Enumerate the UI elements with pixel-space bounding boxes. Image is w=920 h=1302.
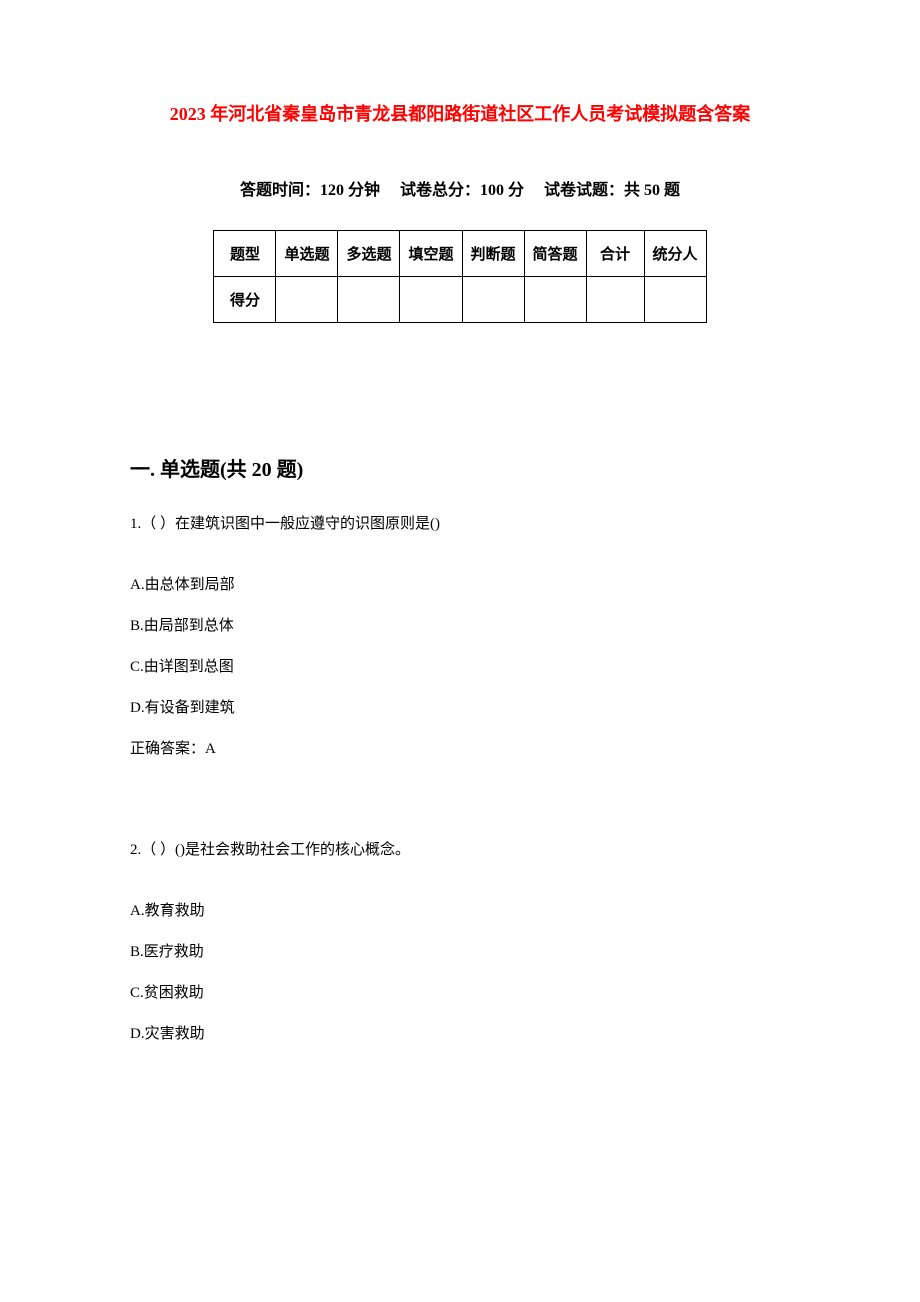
table-cell bbox=[524, 277, 586, 323]
question-1-answer: 正确答案：A bbox=[130, 737, 790, 758]
question-1-option-b: B.由局部到总体 bbox=[130, 614, 790, 635]
table-cell bbox=[276, 277, 338, 323]
table-header-scorer: 统分人 bbox=[644, 231, 706, 277]
table-header-single: 单选题 bbox=[276, 231, 338, 277]
question-1-option-d: D.有设备到建筑 bbox=[130, 696, 790, 717]
question-2-option-d: D.灾害救助 bbox=[130, 1022, 790, 1043]
exam-info-line: 答题时间：120 分钟 试卷总分：100 分 试卷试题：共 50 题 bbox=[130, 176, 790, 200]
question-1-option-c: C.由详图到总图 bbox=[130, 655, 790, 676]
table-cell bbox=[462, 277, 524, 323]
table-row: 得分 bbox=[214, 277, 706, 323]
table-row: 题型 单选题 多选题 填空题 判断题 简答题 合计 统分人 bbox=[214, 231, 706, 277]
table-header-judge: 判断题 bbox=[462, 231, 524, 277]
section-heading: 一. 单选题(共 20 题) bbox=[130, 453, 790, 482]
table-header-multi: 多选题 bbox=[338, 231, 400, 277]
question-1-text: 1.（ ）在建筑识图中一般应遵守的识图原则是() bbox=[130, 512, 790, 533]
table-header-type: 题型 bbox=[214, 231, 276, 277]
count-value: 共 50 题 bbox=[624, 182, 680, 199]
document-title: 2023 年河北省秦皇岛市青龙县都阳路街道社区工作人员考试模拟题含答案 bbox=[130, 100, 790, 126]
table-header-fill: 填空题 bbox=[400, 231, 462, 277]
table-cell bbox=[338, 277, 400, 323]
question-1-option-a: A.由总体到局部 bbox=[130, 573, 790, 594]
table-score-label: 得分 bbox=[214, 277, 276, 323]
question-2-option-b: B.医疗救助 bbox=[130, 940, 790, 961]
score-table: 题型 单选题 多选题 填空题 判断题 简答题 合计 统分人 得分 bbox=[213, 230, 706, 323]
time-value: 120 分钟 bbox=[320, 182, 380, 199]
question-2-text: 2.（ ）()是社会救助社会工作的核心概念。 bbox=[130, 838, 790, 859]
table-header-total: 合计 bbox=[586, 231, 644, 277]
total-label: 试卷总分： bbox=[400, 182, 480, 199]
time-label: 答题时间： bbox=[240, 182, 320, 199]
table-cell bbox=[644, 277, 706, 323]
table-cell bbox=[586, 277, 644, 323]
count-label: 试卷试题： bbox=[544, 182, 624, 199]
table-header-short: 简答题 bbox=[524, 231, 586, 277]
question-2-option-c: C.贫困救助 bbox=[130, 981, 790, 1002]
table-cell bbox=[400, 277, 462, 323]
question-2-option-a: A.教育救助 bbox=[130, 899, 790, 920]
total-value: 100 分 bbox=[480, 182, 524, 199]
